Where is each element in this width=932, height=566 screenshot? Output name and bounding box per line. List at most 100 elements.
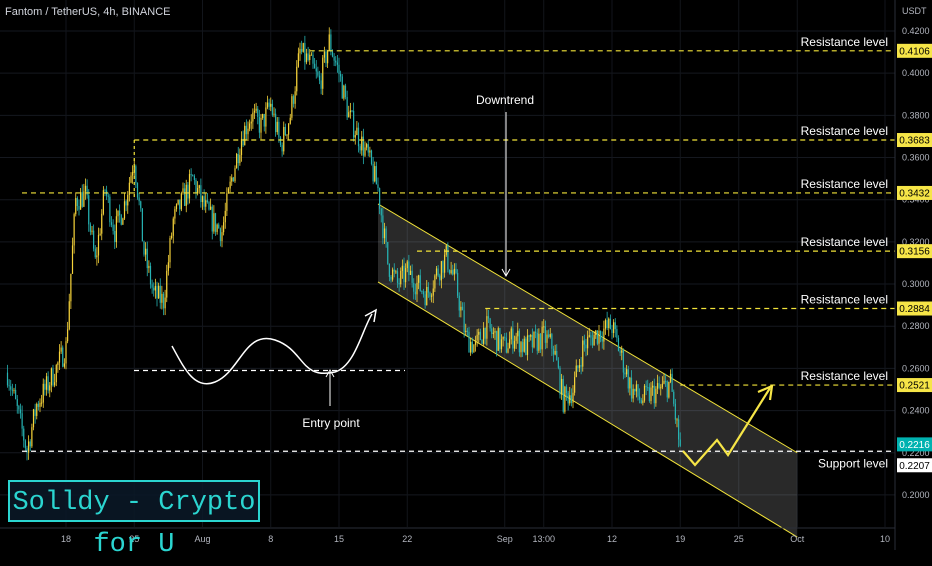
candle-body	[666, 381, 668, 398]
candle-body	[564, 386, 566, 412]
candle-body	[523, 338, 525, 352]
candle-body	[273, 113, 275, 115]
candle-body	[331, 51, 334, 57]
candle-body	[427, 286, 429, 293]
candle-body	[491, 328, 493, 334]
candle-body	[520, 342, 522, 353]
candle-body	[125, 201, 127, 206]
candle-body	[561, 378, 563, 395]
x-tick-label: 10	[880, 534, 890, 544]
candle-body	[296, 66, 298, 92]
entry-arrow-head	[325, 368, 335, 378]
candle-body	[678, 419, 680, 440]
candle-body	[322, 57, 324, 89]
axis-unit: USDT	[902, 6, 927, 16]
candle-body	[348, 112, 350, 118]
candle-body	[494, 331, 496, 333]
candle-body	[229, 181, 231, 189]
candle-body	[263, 114, 265, 127]
candle-body	[83, 191, 85, 207]
symbol-header: Fantom / TetherUS, 4h, BINANCE	[5, 6, 171, 18]
candle-body	[377, 184, 379, 189]
candle-body	[536, 332, 538, 351]
candle-body	[188, 174, 191, 199]
candle-body	[94, 248, 96, 258]
candle-body	[127, 194, 129, 206]
candle-body	[473, 344, 475, 353]
candle-body	[567, 392, 569, 404]
candle-body	[279, 137, 282, 146]
candle-body	[252, 112, 254, 122]
candle-body	[452, 270, 454, 275]
candle-body	[661, 383, 663, 388]
candle-body	[205, 200, 207, 207]
candle-body	[632, 388, 634, 399]
candle-body	[587, 336, 589, 349]
candle-body	[175, 204, 178, 210]
candle-body	[640, 399, 642, 403]
candle-body	[507, 348, 509, 353]
candle-body	[153, 287, 155, 291]
candle-body	[213, 213, 215, 232]
candle-body	[268, 102, 270, 107]
candle-body	[380, 208, 382, 216]
candle-body	[276, 121, 278, 133]
candle-body	[140, 201, 142, 209]
candle-body	[356, 127, 358, 136]
candle-body	[120, 215, 122, 225]
y-tick-label: 0.2400	[902, 406, 930, 416]
candle-body	[575, 365, 577, 378]
candle-body	[613, 322, 615, 334]
candle-body	[616, 329, 618, 338]
candle-body	[556, 350, 558, 361]
candle-body	[81, 192, 83, 207]
candle-body	[432, 288, 434, 296]
candle-body	[544, 326, 546, 343]
candle-body	[403, 265, 405, 283]
candle-body	[260, 117, 262, 133]
y-tick-label: 0.2600	[902, 363, 930, 373]
candle-body	[604, 320, 607, 329]
candle-body	[42, 383, 44, 403]
candle-body	[435, 268, 438, 276]
candle-body	[96, 255, 98, 258]
candle-body	[130, 175, 132, 183]
resistance-price-value: 0.3156	[899, 247, 930, 258]
candle-body	[93, 230, 95, 249]
candle-body	[461, 306, 464, 311]
candle-body	[372, 163, 374, 182]
candle-body	[86, 185, 88, 196]
candle-body	[236, 153, 238, 169]
candle-body	[509, 339, 511, 349]
y-tick-label: 0.2200	[902, 448, 930, 458]
candle-body	[49, 385, 51, 391]
x-tick-label: 18	[61, 534, 71, 544]
candle-body	[161, 293, 163, 303]
candle-body	[496, 331, 498, 351]
candle-body	[171, 235, 173, 239]
candle-body	[265, 107, 267, 127]
candle-body	[518, 330, 520, 353]
candle-body	[405, 268, 407, 283]
candle-body	[167, 262, 169, 271]
candle-body	[133, 166, 135, 173]
candle-body	[552, 348, 555, 355]
candle-body	[387, 242, 389, 264]
candle-body	[582, 340, 584, 367]
resistance-label: Resistance level	[801, 235, 888, 249]
x-tick-label: 25	[129, 534, 139, 544]
candle-body	[55, 365, 57, 383]
candle-body	[470, 341, 472, 353]
candle-body	[639, 396, 641, 400]
candle-body	[572, 392, 574, 403]
candle-body	[318, 75, 321, 81]
candle-body	[622, 350, 624, 373]
candle-body	[596, 330, 598, 344]
candle-body	[522, 342, 524, 352]
resistance-price-tag	[897, 301, 932, 316]
candle-body	[349, 110, 351, 113]
candle-body	[344, 85, 347, 98]
candle-body	[600, 330, 602, 339]
candle-body	[653, 385, 655, 404]
candle-body	[624, 372, 626, 375]
